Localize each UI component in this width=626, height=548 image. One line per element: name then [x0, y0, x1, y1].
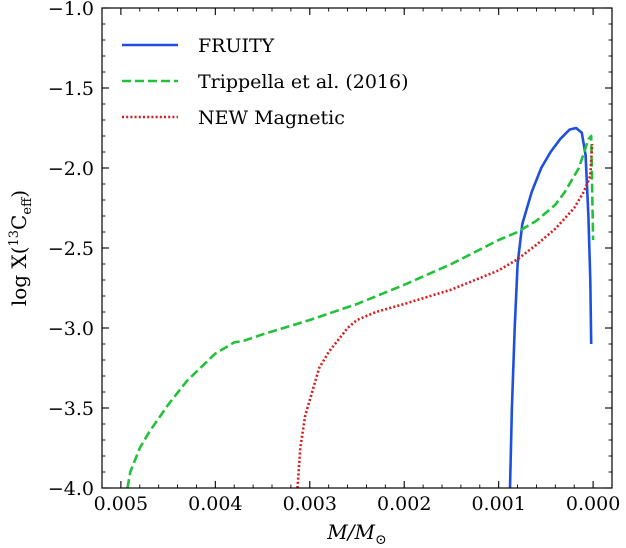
y-tick-label: −3.0: [48, 318, 94, 340]
x-axis-label: M/M⊙: [326, 520, 386, 548]
x-tick-label: 0.001: [471, 493, 525, 515]
plot-area: 0.005 0.004 0.003 0.002 0.001 0.000 −4.0−3.5−…: [48, 0, 620, 515]
legend: FRUITY Trippella et al. (2016) NEW Magneti…: [122, 35, 409, 129]
y-tick-label: −2.0: [48, 158, 94, 180]
y-tick-label: −2.5: [48, 238, 94, 260]
y-tick-label: −1.0: [48, 0, 94, 20]
legend-label: Trippella et al. (2016): [198, 71, 409, 93]
y-axis-label: log X(13Ceff): [7, 190, 35, 306]
series-lines: [126, 126, 595, 488]
series-line-fruity: [508, 126, 593, 488]
legend-label: NEW Magnetic: [198, 107, 345, 129]
y-tick-label: −3.5: [48, 398, 94, 420]
x-tick-label: 0.002: [377, 493, 431, 515]
x-axis: 0.005 0.004 0.003 0.002 0.001 0.000: [94, 8, 620, 515]
series-line-new-magnetic: [296, 143, 594, 488]
y-tick-label: −1.5: [48, 78, 94, 100]
x-tick-label: 0.005: [94, 493, 148, 515]
x-tick-label: 0.003: [283, 493, 337, 515]
y-axis: −4.0 −3.5 −3.0 −2.5 −2.0 −1.5 −1.0: [48, 0, 612, 500]
y-tick-label: −4.0: [48, 478, 94, 500]
x-tick-label: 0.000: [566, 493, 620, 515]
legend-label: FRUITY: [198, 35, 275, 57]
x-tick-label: 0.004: [188, 493, 242, 515]
series-line-trippella-et-al-2016: [126, 134, 595, 488]
